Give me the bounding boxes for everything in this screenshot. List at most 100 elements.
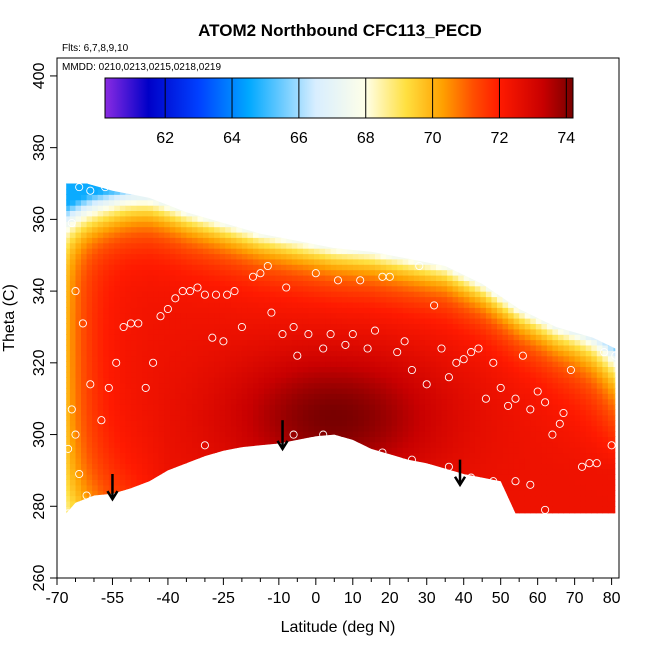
heatmap-cell <box>142 457 149 464</box>
heatmap-cell <box>302 210 309 217</box>
heatmap-cell <box>125 291 132 298</box>
heatmap-cell <box>480 474 487 480</box>
heatmap-cell <box>330 253 337 260</box>
heatmap-cell <box>69 468 76 475</box>
heatmap-cell <box>92 425 99 432</box>
heatmap-cell <box>175 205 182 211</box>
heatmap-cell <box>314 420 321 427</box>
heatmap-cell <box>186 226 193 233</box>
heatmap-cell <box>253 253 260 260</box>
heatmap-cell <box>164 344 171 351</box>
heatmap-cell <box>363 237 370 244</box>
heatmap-cell <box>419 414 426 421</box>
heatmap-cell <box>363 269 370 276</box>
heatmap-cell <box>458 183 465 190</box>
heatmap-cell <box>369 511 376 514</box>
heatmap-cell <box>347 264 354 271</box>
heatmap-cell <box>241 307 248 314</box>
heatmap-cell <box>480 506 487 513</box>
heatmap-cell <box>291 479 298 486</box>
heatmap-cell <box>363 291 370 298</box>
heatmap-cell <box>241 226 248 233</box>
heatmap-cell <box>463 452 470 459</box>
heatmap-cell <box>103 307 110 314</box>
heatmap-cell <box>380 194 387 201</box>
heatmap-cell <box>314 301 321 308</box>
heatmap-cell <box>175 479 182 486</box>
heatmap-cell <box>203 457 210 464</box>
heatmap-cell <box>336 506 343 513</box>
heatmap-cell <box>225 398 232 405</box>
heatmap-cell <box>441 500 448 507</box>
heatmap-cell <box>236 205 243 211</box>
heatmap-cell <box>408 452 415 459</box>
heatmap-cell <box>352 409 359 416</box>
heatmap-cell <box>69 409 76 416</box>
heatmap-cell <box>369 382 376 389</box>
heatmap-cell <box>347 495 354 502</box>
heatmap-cell <box>469 457 476 464</box>
heatmap-cell <box>208 334 215 341</box>
heatmap-cell <box>386 215 393 222</box>
heatmap-cell <box>308 387 315 394</box>
heatmap-cell <box>170 173 176 179</box>
heatmap-cell <box>153 490 160 497</box>
heatmap-cell <box>325 215 332 222</box>
heatmap-cell <box>97 221 104 228</box>
heatmap-cell <box>485 237 492 244</box>
heatmap-cell <box>264 307 271 314</box>
heatmap-cell <box>97 484 104 491</box>
heatmap-cell <box>302 500 309 507</box>
heatmap-cell <box>319 452 326 459</box>
heatmap-cell <box>280 414 287 421</box>
heatmap-cell <box>413 457 420 464</box>
heatmap-cell <box>147 414 154 421</box>
heatmap-cell <box>302 264 309 271</box>
heatmap-cell <box>463 231 470 238</box>
heatmap-cell <box>197 199 204 206</box>
heatmap-cell <box>485 511 492 514</box>
heatmap-cell <box>186 377 193 384</box>
heatmap-cell <box>153 366 160 373</box>
heatmap-cell <box>474 280 481 287</box>
heatmap-cell <box>247 350 254 357</box>
heatmap-cell <box>375 291 382 298</box>
heatmap-cell <box>92 500 99 507</box>
heatmap-cell <box>269 447 276 454</box>
heatmap-cell <box>375 425 382 432</box>
heatmap-cell <box>347 425 354 432</box>
heatmap-cell <box>158 215 165 222</box>
heatmap-cell <box>336 398 343 405</box>
heatmap-cell <box>197 318 204 324</box>
heatmap-cell <box>441 436 448 443</box>
heatmap-cell <box>219 382 226 389</box>
heatmap-cell <box>180 312 187 319</box>
heatmap-cell <box>363 275 370 281</box>
heatmap-cell <box>230 242 237 249</box>
heatmap-cell <box>319 355 326 362</box>
heatmap-cell <box>474 393 481 400</box>
heatmap-cell <box>363 226 370 233</box>
heatmap-cell <box>275 296 282 303</box>
heatmap-cell <box>275 420 282 427</box>
heatmap-cell <box>125 253 132 260</box>
heatmap-cell <box>125 231 132 238</box>
heatmap-cell <box>358 500 365 507</box>
heatmap-cell <box>319 183 326 185</box>
heatmap-cell <box>480 264 487 271</box>
heatmap-cell <box>203 387 210 394</box>
heatmap-cell <box>363 377 370 384</box>
heatmap-cell <box>375 242 382 249</box>
heatmap-cell <box>469 188 476 195</box>
heatmap-cell <box>275 344 282 351</box>
heatmap-cell <box>169 474 176 480</box>
heatmap-cell <box>275 484 282 491</box>
heatmap-cell <box>130 275 137 281</box>
heatmap-cell <box>485 188 492 195</box>
heatmap-cell <box>319 312 326 319</box>
heatmap-cell <box>363 199 370 206</box>
heatmap-cell <box>413 361 420 367</box>
heatmap-cell <box>291 318 298 324</box>
heatmap-cell <box>325 307 332 314</box>
heatmap-cell <box>408 275 415 281</box>
